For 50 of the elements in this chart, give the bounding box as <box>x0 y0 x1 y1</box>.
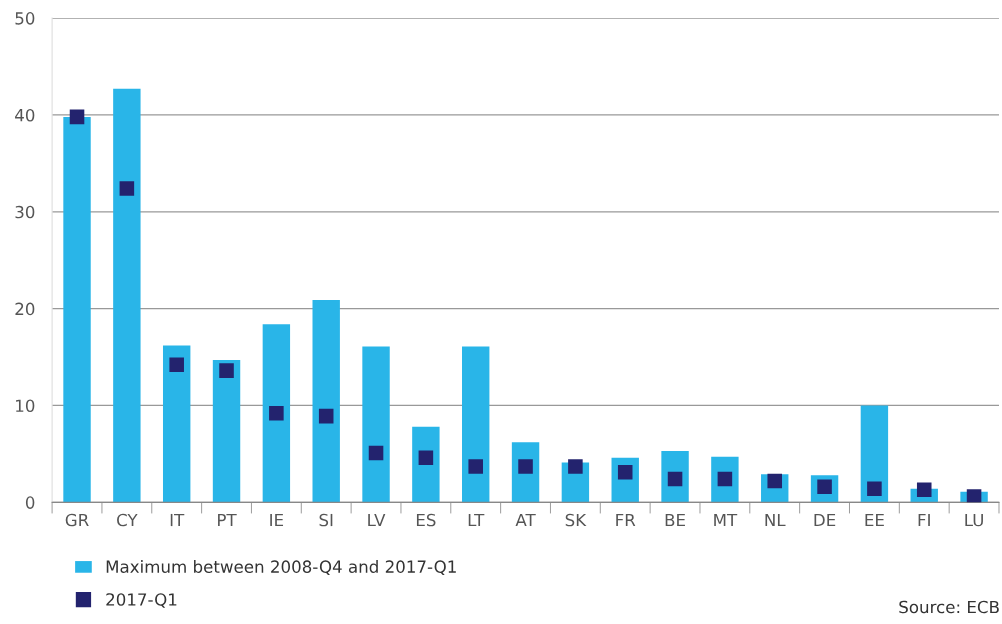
point <box>269 405 284 421</box>
x-tick-label: LV <box>368 513 386 527</box>
point <box>418 450 434 466</box>
bar <box>212 359 241 503</box>
y-tick-label: 40 <box>15 108 35 122</box>
bar <box>312 299 340 503</box>
point <box>916 482 932 498</box>
x-tick-label: BE <box>665 513 685 527</box>
point <box>568 459 583 474</box>
x-tick-label: AT <box>515 513 536 527</box>
y-tick-label: 20 <box>15 302 35 316</box>
x-tick-label: GR <box>65 513 89 527</box>
point <box>318 408 334 424</box>
bar <box>113 88 141 503</box>
point <box>867 481 882 497</box>
y-tick-label: 30 <box>15 205 35 219</box>
point <box>219 363 234 378</box>
source-note: Source: ECB <box>899 600 999 614</box>
x-tick-label: LT <box>468 513 485 527</box>
y-tick-label: 50 <box>15 12 35 25</box>
point <box>119 181 135 196</box>
legend-label: Maximum between 2008-Q4 and 2017-Q1 <box>106 560 456 575</box>
point <box>468 459 483 474</box>
x-tick-label: FI <box>918 513 930 527</box>
point <box>368 445 384 461</box>
x-tick-label: DE <box>814 513 836 527</box>
y-tick-label: 0 <box>25 496 35 509</box>
point <box>169 357 184 373</box>
x-tick-label: IT <box>170 513 185 527</box>
x-tick-label: ES <box>416 513 436 527</box>
bar <box>262 324 291 503</box>
x-tick-label: EE <box>865 513 884 527</box>
x-tick-label: MT <box>714 513 738 527</box>
y-tick-label: 10 <box>16 399 35 413</box>
legend-label: 2017-Q1 <box>106 593 177 608</box>
x-tick-label: SK <box>565 513 587 527</box>
point <box>966 489 982 503</box>
bar <box>63 116 91 503</box>
bar <box>162 345 191 503</box>
x-tick-label: LU <box>965 513 983 527</box>
x-tick-label: CY <box>117 513 138 527</box>
x-tick-label: FR <box>616 513 636 527</box>
bar <box>462 346 490 503</box>
x-tick-label: SI <box>319 513 333 527</box>
bar <box>362 346 390 503</box>
point <box>69 109 85 125</box>
x-tick-label: NL <box>765 513 786 527</box>
x-tick-label: IE <box>270 513 284 527</box>
bar <box>860 405 889 503</box>
x-tick-label: PT <box>218 513 237 527</box>
